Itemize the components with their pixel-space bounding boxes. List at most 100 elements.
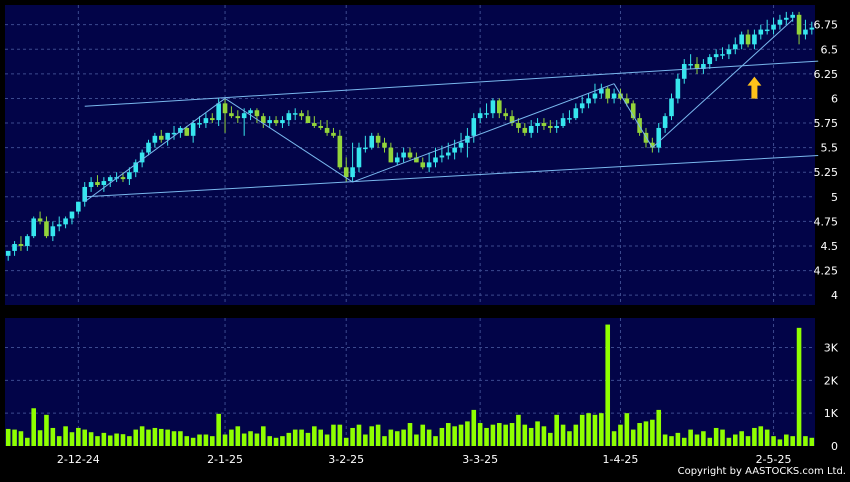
volume-bar bbox=[286, 432, 292, 446]
volume-bar bbox=[630, 429, 636, 446]
volume-bar bbox=[5, 428, 11, 446]
volume-bar bbox=[503, 424, 508, 446]
volume-bar bbox=[229, 429, 234, 446]
price-tick-label: 4 bbox=[831, 289, 838, 302]
candle-up bbox=[50, 226, 56, 237]
volume-bar bbox=[662, 434, 668, 446]
volume-bar bbox=[273, 437, 279, 446]
volume-bar bbox=[31, 408, 36, 446]
candle-up bbox=[369, 135, 375, 148]
trend-lines bbox=[84, 19, 819, 203]
volume-bar bbox=[771, 436, 776, 446]
volume-bar bbox=[88, 432, 94, 446]
volume-tick-label: 3K bbox=[824, 342, 839, 355]
channel-line bbox=[84, 154, 819, 198]
price-tick-label: 5 bbox=[831, 191, 838, 204]
volume-tick-label: 1K bbox=[824, 407, 839, 420]
volume-bar bbox=[592, 414, 598, 446]
volume-bar bbox=[732, 434, 738, 446]
volume-bar bbox=[44, 414, 49, 446]
price-axis: 4 4.25 4.5 4.75 5 5.25 5.5 5.75 6 6.25 6.5 6.75 bbox=[814, 19, 839, 302]
candle-up bbox=[178, 127, 183, 133]
trend-line bbox=[352, 83, 615, 183]
candle-down bbox=[37, 218, 43, 222]
volume-bar bbox=[324, 434, 330, 446]
volume-bar bbox=[331, 424, 336, 446]
volume-bar bbox=[445, 423, 451, 446]
candle-up bbox=[726, 49, 732, 55]
price-tick-label: 6.75 bbox=[814, 19, 839, 32]
volume-bar bbox=[318, 429, 324, 446]
candle-down bbox=[796, 14, 802, 35]
candle-up bbox=[350, 167, 355, 178]
volume-bar bbox=[203, 434, 209, 446]
candle-down bbox=[18, 244, 24, 246]
candle-up bbox=[69, 211, 75, 219]
volume-bar bbox=[611, 431, 617, 446]
candle-down bbox=[44, 221, 49, 237]
volume-bar bbox=[809, 437, 815, 446]
volume-bar bbox=[433, 436, 438, 446]
volume-bar bbox=[101, 432, 107, 446]
candle-down bbox=[624, 98, 630, 104]
volume-bar bbox=[707, 437, 713, 446]
volume-tick-label: 0 bbox=[831, 440, 838, 453]
volume-bar bbox=[254, 433, 260, 446]
candle-up bbox=[586, 98, 591, 104]
candle-up bbox=[5, 250, 11, 256]
channel-line bbox=[84, 60, 819, 107]
date-tick-label: 2-1-25 bbox=[207, 453, 243, 466]
volume-bar bbox=[37, 430, 43, 446]
volume-bar bbox=[618, 424, 623, 446]
candle-up bbox=[82, 186, 88, 202]
volume-bar bbox=[375, 424, 381, 446]
candle-up bbox=[675, 78, 681, 99]
volume-bar bbox=[401, 429, 406, 446]
candle-up bbox=[280, 120, 285, 124]
candle-up bbox=[656, 127, 662, 148]
volume-bar bbox=[25, 437, 30, 446]
date-tick-label: 2-12-24 bbox=[57, 453, 100, 466]
volume-bar bbox=[548, 432, 553, 446]
candle-up bbox=[599, 88, 604, 94]
volume-bar bbox=[414, 434, 419, 446]
candle-up bbox=[471, 118, 477, 136]
price-tick-label: 6 bbox=[831, 92, 838, 105]
volume-bar bbox=[197, 434, 202, 446]
candle-up bbox=[681, 64, 687, 79]
candle-up bbox=[688, 64, 693, 66]
candle-down bbox=[120, 177, 126, 180]
volume-bar bbox=[764, 429, 770, 446]
volume-bar bbox=[554, 414, 559, 446]
volume-bar bbox=[739, 431, 744, 446]
candle-up bbox=[784, 17, 789, 20]
candle-down bbox=[337, 135, 343, 168]
candle-up bbox=[241, 113, 247, 119]
candle-down bbox=[605, 88, 611, 99]
candle-up bbox=[363, 147, 368, 150]
price-tick-label: 5.25 bbox=[814, 166, 839, 179]
volume-axis: 0 1K 2K 3K bbox=[824, 342, 839, 453]
price-tick-label: 4.75 bbox=[814, 215, 839, 228]
volume-bar bbox=[726, 437, 732, 446]
candle-up bbox=[31, 218, 36, 237]
candle-up bbox=[171, 132, 177, 135]
candle-down bbox=[209, 118, 215, 121]
candle-down bbox=[299, 113, 304, 117]
volume-bar bbox=[388, 429, 394, 446]
volume-bar bbox=[50, 427, 56, 446]
volume-bar bbox=[63, 426, 68, 446]
date-tick-label: 2-5-25 bbox=[756, 453, 792, 466]
candle-up bbox=[203, 118, 209, 124]
candle-down bbox=[273, 120, 279, 124]
candle-down bbox=[414, 157, 419, 163]
candle-up bbox=[809, 27, 815, 30]
volume-bar bbox=[541, 426, 547, 446]
date-tick-label: 1-4-25 bbox=[603, 453, 639, 466]
candle-down bbox=[261, 116, 266, 124]
candle-up bbox=[771, 24, 776, 30]
candle-up bbox=[573, 108, 579, 119]
candle-up bbox=[790, 14, 795, 18]
volume-bar bbox=[312, 426, 317, 446]
